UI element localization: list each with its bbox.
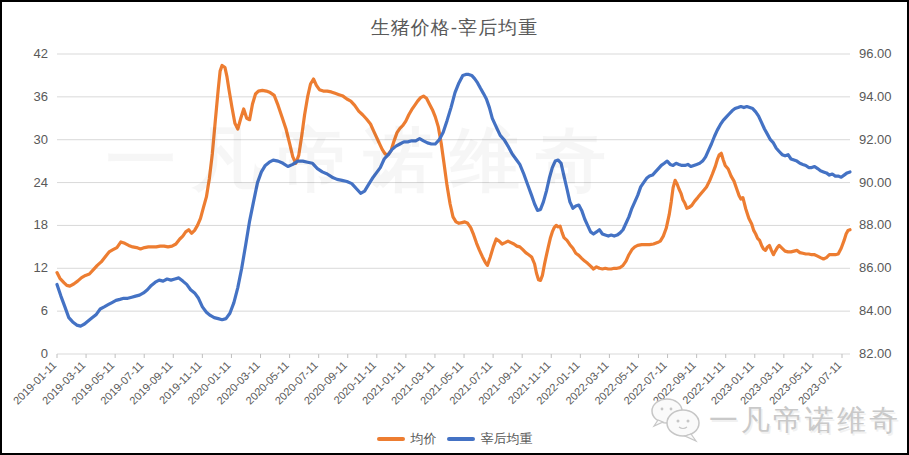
legend-label-avg-price: 均价 [411,430,437,448]
right-axis-tick-label: 82.00 [859,346,892,361]
legend-swatch-carcass-weight [447,437,475,441]
legend: 均价 宰后均重 [2,430,907,448]
legend-label-carcass-weight: 宰后均重 [481,430,533,448]
right-axis-tick-label: 86.00 [859,260,892,275]
left-axis-tick-label: 30 [34,132,48,147]
chart-title: 生猪价格-宰后均重 [2,15,907,41]
left-axis-tick-label: 36 [34,89,48,104]
left-axis-tick-label: 12 [34,260,48,275]
left-axis-tick-label: 24 [34,175,48,190]
left-axis-tick-label: 18 [34,217,48,232]
legend-item-carcass-weight: 宰后均重 [447,430,533,448]
left-axis-tick-label: 0 [41,346,48,361]
right-axis-tick-label: 96.00 [859,46,892,61]
right-axis-tick-label: 92.00 [859,132,892,147]
series-line-carcass-weight [57,74,850,326]
right-axis-tick-label: 84.00 [859,303,892,318]
right-axis-tick-label: 90.00 [859,175,892,190]
left-axis-tick-label: 42 [34,46,48,61]
legend-swatch-avg-price [377,437,405,441]
chart-frame: 0 82.00 6 84.00 12 86.00 18 88.00 24 90.00 30 92.00… [0,0,909,455]
right-axis-tick-label: 94.00 [859,89,892,104]
left-axis-tick-label: 6 [41,303,48,318]
right-axis-tick-label: 88.00 [859,217,892,232]
legend-item-avg-price: 均价 [377,430,437,448]
line-chart: 0 82.00 6 84.00 12 86.00 18 88.00 24 90.00 30 92.00… [2,2,909,455]
